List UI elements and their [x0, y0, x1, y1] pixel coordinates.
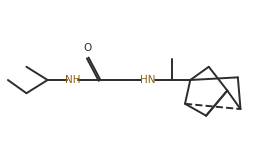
Text: NH: NH	[65, 75, 81, 85]
Text: O: O	[83, 43, 91, 53]
Text: HN: HN	[140, 75, 156, 85]
